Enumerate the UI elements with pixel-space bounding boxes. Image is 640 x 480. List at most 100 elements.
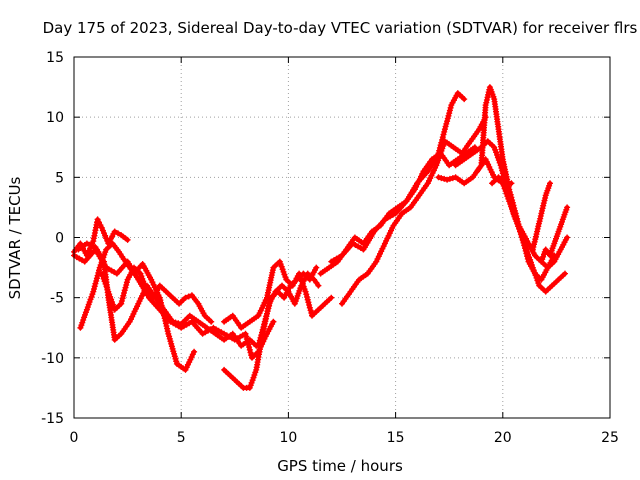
data-point — [449, 103, 453, 107]
series-markers — [452, 138, 568, 295]
data-point — [100, 272, 104, 276]
data-point — [243, 332, 248, 336]
data-point — [282, 296, 286, 300]
data-point — [546, 265, 550, 270]
data-point — [100, 226, 104, 230]
data-point — [492, 97, 496, 101]
data-point — [203, 314, 207, 318]
data-point — [329, 259, 333, 264]
data-point — [548, 253, 552, 258]
data-point — [544, 247, 548, 252]
data-point — [85, 308, 89, 312]
data-point — [117, 250, 121, 254]
data-point — [409, 205, 413, 210]
data-point — [323, 302, 327, 306]
data-point — [278, 259, 282, 264]
data-point — [544, 290, 548, 294]
data-point — [561, 217, 565, 222]
series-arc-17 — [538, 204, 571, 265]
data-point — [115, 272, 119, 276]
data-point — [544, 193, 548, 197]
data-point — [462, 157, 466, 161]
data-point — [256, 344, 260, 348]
data-point — [106, 290, 110, 294]
data-point — [110, 241, 115, 246]
series-arc-8 — [255, 264, 320, 349]
data-point — [231, 332, 235, 336]
data-point — [501, 157, 505, 161]
data-point — [539, 278, 543, 282]
series-arc-15 — [489, 174, 515, 187]
data-point — [316, 308, 321, 312]
data-point — [91, 239, 95, 243]
data-point — [454, 175, 458, 179]
data-point — [222, 320, 226, 324]
axis-ticks — [73, 56, 611, 419]
x-axis-label: GPS time / hours — [277, 457, 403, 475]
data-point — [235, 380, 239, 384]
y-tick-label: 0 — [55, 231, 64, 247]
data-point — [372, 229, 376, 234]
y-tick-label: -10 — [41, 351, 64, 367]
data-point — [271, 320, 275, 324]
data-point — [559, 247, 563, 252]
data-point — [374, 259, 378, 264]
data-point — [95, 217, 100, 222]
data-point — [486, 139, 490, 143]
data-point — [280, 284, 284, 288]
data-point — [361, 247, 366, 252]
x-tick-label: 5 — [177, 430, 186, 446]
data-point — [507, 199, 511, 203]
data-point — [205, 326, 209, 330]
data-point — [136, 278, 140, 282]
y-tick-label: 10 — [46, 110, 64, 126]
data-point — [263, 320, 267, 324]
series-arc-13 — [452, 138, 568, 295]
series-arc-7 — [221, 258, 335, 331]
y-tick-label: -15 — [41, 411, 64, 427]
data-point — [464, 151, 468, 155]
data-point — [415, 181, 419, 185]
data-point — [179, 322, 183, 326]
data-point — [228, 374, 233, 378]
data-point — [93, 245, 98, 249]
data-point — [456, 91, 460, 95]
data-point — [301, 272, 306, 276]
x-tick-label: 0 — [70, 430, 79, 446]
data-point — [141, 262, 145, 266]
data-point — [151, 296, 155, 300]
data-point — [76, 247, 80, 252]
data-point — [145, 290, 149, 294]
data-point — [471, 175, 475, 179]
data-point — [158, 284, 162, 288]
data-point — [164, 290, 168, 294]
data-point — [250, 356, 254, 360]
data-point — [391, 223, 396, 228]
series-markers — [529, 180, 553, 253]
data-point — [514, 217, 518, 222]
data-point — [166, 332, 170, 336]
data-point — [276, 290, 280, 294]
data-point — [196, 302, 200, 306]
y-tick-label: -5 — [50, 291, 64, 307]
series-markers — [474, 156, 571, 271]
data-point — [351, 241, 355, 246]
data-point — [248, 320, 252, 324]
data-point — [126, 238, 130, 242]
data-point — [531, 247, 535, 252]
data-point — [316, 284, 321, 288]
data-point — [492, 145, 496, 149]
data-point — [477, 127, 481, 131]
data-point — [231, 314, 235, 318]
data-point — [340, 302, 344, 306]
data-point — [303, 290, 308, 294]
grid-lines — [74, 57, 610, 418]
data-point — [177, 302, 181, 306]
data-point — [211, 326, 215, 330]
data-point — [509, 181, 513, 185]
data-point — [265, 296, 269, 300]
series-arc-14 — [474, 156, 571, 271]
data-point — [78, 326, 83, 330]
series-markers — [339, 114, 489, 307]
data-point — [196, 320, 200, 324]
